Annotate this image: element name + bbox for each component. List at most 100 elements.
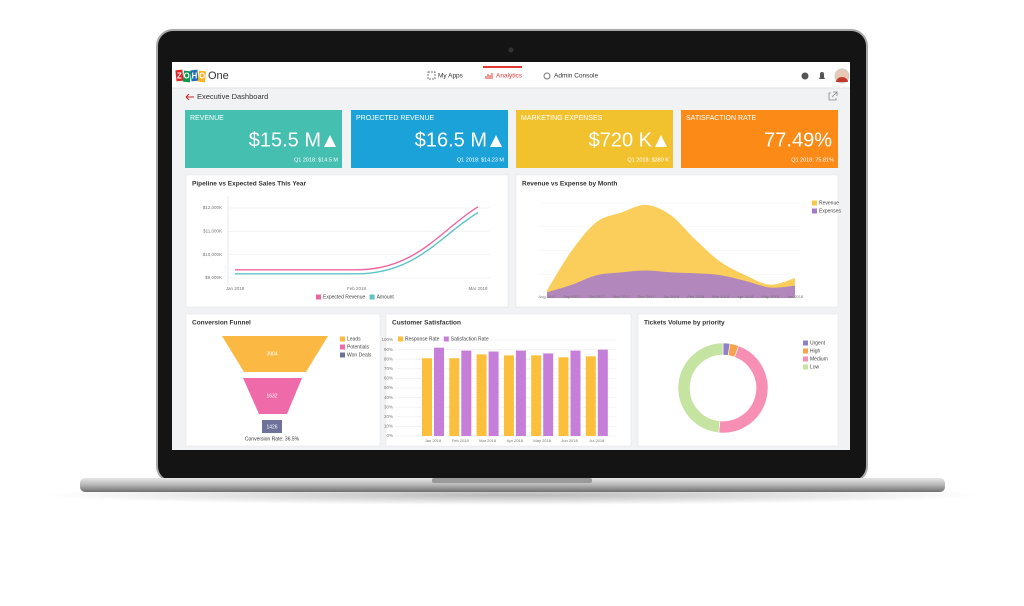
legend-swatch: [369, 294, 375, 300]
bar: [461, 350, 472, 436]
line-series: [235, 212, 479, 275]
kpi-card: [681, 110, 838, 168]
chart-title: Conversion Funnel: [192, 320, 251, 327]
x-tick-label: Mar 2018: [712, 294, 730, 299]
legend-label: Expected Revenue: [323, 294, 365, 300]
pie-slice: [677, 342, 724, 434]
y-tick-label: 80%: [384, 356, 393, 361]
logo: ZOHO: [175, 69, 207, 83]
logo-tile: [175, 69, 184, 82]
x-tick-label: Jan 2018: [226, 286, 245, 291]
chart-title: Pipeline vs Expected Sales This Year: [192, 181, 307, 188]
legend-swatch: [316, 294, 321, 300]
bar: [597, 349, 608, 436]
funnel-stage: [243, 378, 302, 414]
chart-title: Tickets Volume by priority: [644, 320, 725, 327]
legend-label: Amount: [377, 294, 395, 300]
export-icon[interactable]: [828, 91, 838, 101]
y-tick-label: 90%: [384, 347, 393, 352]
nav-item[interactable]: Admin Console: [554, 73, 598, 80]
funnel-value: 1632: [266, 393, 277, 399]
funnel-value: 3904: [266, 351, 277, 357]
base-notch: [432, 478, 592, 483]
brand: One: [208, 70, 229, 82]
funnel-value: 1426: [266, 424, 277, 430]
kpi-card: [516, 110, 673, 168]
kpi-card: [185, 110, 342, 168]
chart-title: Customer Satisfaction: [392, 320, 461, 327]
legend-swatch: [812, 208, 817, 214]
apps-icon: [427, 71, 436, 80]
trend-up-icon: [655, 135, 667, 147]
x-tick-label: Mar 2018: [479, 438, 497, 443]
funnel-stage: [222, 336, 328, 372]
x-tick-label: Apr 2018: [737, 294, 754, 299]
kpi-previous: Q1 2018: $14.5 M: [294, 157, 338, 163]
x-tick-label: Jun 2018: [787, 294, 804, 299]
bell-icon[interactable]: [819, 72, 825, 79]
x-tick-label: Feb 2018: [452, 438, 470, 443]
legend-swatch: [340, 344, 345, 350]
y-tick-label: $12,000K: [203, 205, 222, 210]
kpi-value: 77.49%: [764, 129, 832, 151]
x-tick-label: May 2018: [761, 294, 779, 299]
bar: [488, 351, 499, 436]
x-tick-label: Jan 2018: [425, 438, 442, 443]
legend-label: Expenses: [819, 208, 841, 214]
bar: [449, 358, 460, 436]
legend-swatch: [812, 200, 817, 206]
chart-panel: [185, 174, 509, 308]
help-icon[interactable]: [801, 72, 809, 80]
x-tick-label: May 2018: [533, 438, 551, 443]
trend-up-icon: [324, 135, 336, 147]
nav-item[interactable]: My Apps: [438, 73, 464, 80]
x-tick-label: Dec 2017: [638, 294, 656, 299]
legend-swatch: [340, 352, 345, 358]
dashboard: REVENUE $15.5 M Q1 2018: $14.5 M PROJECTED …: [185, 110, 841, 447]
bar: [585, 356, 596, 436]
y-tick-label: 40%: [384, 395, 393, 400]
bar: [570, 350, 581, 436]
trend-up-icon: [490, 135, 502, 147]
y-tick-label: 30%: [384, 404, 393, 409]
bar: [503, 355, 514, 436]
bar: [422, 358, 432, 436]
x-tick-label: Jun 2018: [561, 438, 578, 443]
x-tick-label: Feb 2018: [347, 286, 367, 291]
active-indicator: [483, 66, 522, 68]
area-series: [547, 270, 795, 298]
x-tick-label: Sep 2017: [563, 294, 581, 299]
y-tick-label: 60%: [384, 376, 393, 381]
kpi-previous: Q1 2018: $380 K: [627, 157, 669, 163]
bar: [476, 354, 487, 436]
kpi-label: MARKETING EXPENSES: [521, 115, 603, 122]
y-tick-label: 70%: [384, 366, 393, 371]
analytics-icon: [485, 73, 493, 79]
x-tick-label: Jan 2018: [663, 294, 680, 299]
nav-item[interactable]: Analytics: [496, 73, 523, 80]
y-tick-label: 20%: [384, 414, 393, 419]
legend-label: Medium: [810, 356, 828, 362]
legend-label: Response Rate: [405, 336, 440, 342]
camera: [508, 47, 514, 53]
logo-tile: [190, 69, 199, 82]
kpi-value: $16.5 M: [415, 129, 487, 151]
bar: [543, 353, 554, 436]
legend-swatch: [398, 336, 403, 342]
legend-swatch: [803, 364, 808, 370]
legend-swatch: [803, 340, 808, 346]
y-tick-label: $9,000K: [205, 275, 222, 280]
x-tick-label: Aug 2017: [538, 294, 556, 299]
x-tick-label: Mar 2018: [468, 286, 488, 291]
y-tick-label: $11,000K: [203, 229, 222, 234]
legend-label: Satisfaction Rate: [451, 336, 489, 342]
y-tick-label: 0%: [386, 433, 393, 438]
legend-label: Revenue: [819, 200, 839, 206]
x-tick-label: Jul 2018: [589, 438, 605, 443]
page-title: Executive Dashboard: [197, 92, 268, 101]
funnel-stage: [262, 420, 282, 433]
back-button[interactable]: [185, 93, 194, 101]
logo-tile: [197, 70, 207, 83]
